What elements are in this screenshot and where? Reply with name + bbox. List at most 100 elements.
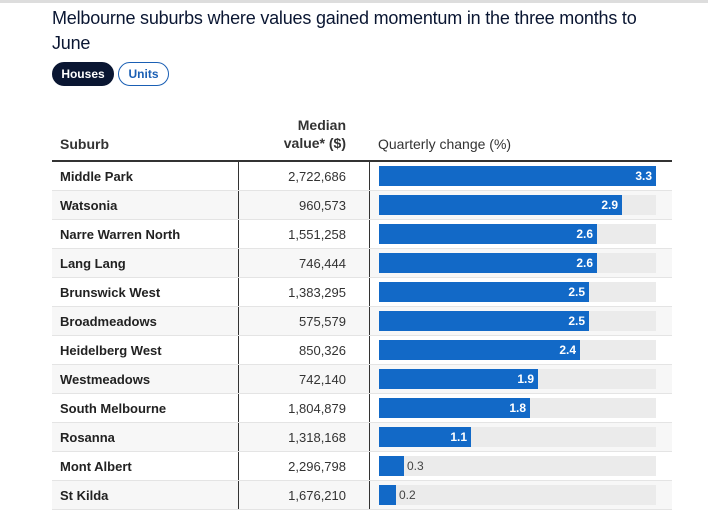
column-divider xyxy=(238,452,239,480)
column-divider xyxy=(369,249,370,277)
bar-value-label: 1.1 xyxy=(450,430,467,444)
bar-track: 0.3 xyxy=(379,456,656,476)
column-divider xyxy=(369,307,370,335)
bar-value-label: 0.2 xyxy=(399,488,416,502)
table-row: Watsonia 960,573 2.9 xyxy=(52,191,672,220)
bar xyxy=(379,398,530,418)
bar-value-label: 2.6 xyxy=(576,227,593,241)
bar-value-label: 0.3 xyxy=(407,459,424,473)
bar-value-label: 1.9 xyxy=(517,372,534,386)
table-row: South Melbourne 1,804,879 1.8 xyxy=(52,394,672,423)
table-row: Lang Lang 746,444 2.6 xyxy=(52,249,672,278)
column-divider xyxy=(369,481,370,509)
bar xyxy=(379,485,396,505)
suburb-cell: Watsonia xyxy=(60,198,118,213)
suburb-cell: Lang Lang xyxy=(60,256,126,271)
column-divider xyxy=(238,162,239,190)
column-divider xyxy=(238,394,239,422)
column-divider xyxy=(369,220,370,248)
table-body: Middle Park 2,722,686 3.3 Watsonia 960,573 2.… xyxy=(52,162,672,510)
bar xyxy=(379,340,580,360)
column-divider xyxy=(238,220,239,248)
table-row: St Kilda 1,676,210 0.2 xyxy=(52,481,672,510)
column-divider xyxy=(238,365,239,393)
suburb-cell: Narre Warren North xyxy=(60,227,181,242)
column-divider xyxy=(238,423,239,451)
column-divider xyxy=(369,365,370,393)
table-row: Rosanna 1,318,168 1.1 xyxy=(52,423,672,452)
column-divider xyxy=(369,278,370,306)
column-divider xyxy=(369,162,370,190)
bar-track: 2.6 xyxy=(379,224,656,244)
header-change: Quarterly change (%) xyxy=(378,136,512,152)
bar xyxy=(379,253,597,273)
median-cell: 742,140 xyxy=(299,372,346,387)
suburb-cell: Mont Albert xyxy=(60,459,132,474)
table-row: Narre Warren North 1,551,258 2.6 xyxy=(52,220,672,249)
column-divider xyxy=(369,394,370,422)
bar xyxy=(379,224,597,244)
bar xyxy=(379,369,538,389)
median-cell: 1,383,295 xyxy=(288,285,346,300)
chart-title: Melbourne suburbs where values gained mo… xyxy=(52,8,637,53)
median-cell: 1,676,210 xyxy=(288,488,346,503)
bar-track: 1.8 xyxy=(379,398,656,418)
median-cell: 1,318,168 xyxy=(288,430,346,445)
column-divider xyxy=(238,191,239,219)
houses-toggle[interactable]: Houses xyxy=(52,62,114,86)
table-header: Suburb Median value* ($) Quarterly chang… xyxy=(52,116,672,162)
suburb-cell: Heidelberg West xyxy=(60,343,162,358)
bar-track: 3.3 xyxy=(379,166,656,186)
bar-track: 2.9 xyxy=(379,195,656,215)
bar-track: 1.1 xyxy=(379,427,656,447)
column-divider xyxy=(369,423,370,451)
table-row: Middle Park 2,722,686 3.3 xyxy=(52,162,672,191)
table-row: Westmeadows 742,140 1.9 xyxy=(52,365,672,394)
suburb-cell: St Kilda xyxy=(60,488,109,503)
suburb-cell: Westmeadows xyxy=(60,372,151,387)
median-cell: 575,579 xyxy=(299,314,346,329)
bar-value-label: 2.4 xyxy=(559,343,576,357)
bar-track: 0.2 xyxy=(379,485,656,505)
column-divider xyxy=(238,278,239,306)
bar-track: 2.5 xyxy=(379,282,656,302)
bar-value-label: 2.9 xyxy=(601,198,618,212)
suburb-cell: Middle Park xyxy=(60,169,133,184)
column-divider xyxy=(238,307,239,335)
table-row: Broadmeadows 575,579 2.5 xyxy=(52,307,672,336)
header-median-text: Median value* ($) xyxy=(283,117,346,151)
table-row: Brunswick West 1,383,295 2.5 xyxy=(52,278,672,307)
median-cell: 2,722,686 xyxy=(288,169,346,184)
bar-value-label: 2.6 xyxy=(576,256,593,270)
median-cell: 1,804,879 xyxy=(288,401,346,416)
suburb-cell: South Melbourne xyxy=(60,401,167,416)
bar-value-label: 2.5 xyxy=(568,285,585,299)
bar-value-label: 3.3 xyxy=(635,169,652,183)
column-divider xyxy=(369,452,370,480)
bar-value-label: 1.8 xyxy=(509,401,526,415)
column-divider xyxy=(369,336,370,364)
bar xyxy=(379,311,589,331)
column-divider xyxy=(238,336,239,364)
table-row: Heidelberg West 850,326 2.4 xyxy=(52,336,672,365)
bar-value-label: 2.5 xyxy=(568,314,585,328)
column-divider xyxy=(369,191,370,219)
suburb-cell: Brunswick West xyxy=(60,285,161,300)
suburb-cell: Rosanna xyxy=(60,430,115,445)
table-row: Mont Albert 2,296,798 0.3 xyxy=(52,452,672,481)
bar-track: 1.9 xyxy=(379,369,656,389)
column-divider xyxy=(238,481,239,509)
bar xyxy=(379,166,656,186)
median-cell: 850,326 xyxy=(299,343,346,358)
median-cell: 2,296,798 xyxy=(288,459,346,474)
bar-track: 2.4 xyxy=(379,340,656,360)
median-cell: 1,551,258 xyxy=(288,227,346,242)
bar xyxy=(379,427,471,447)
median-cell: 960,573 xyxy=(299,198,346,213)
units-toggle[interactable]: Units xyxy=(118,62,169,86)
column-divider xyxy=(238,249,239,277)
header-median: Median value* ($) xyxy=(271,116,346,152)
suburb-cell: Broadmeadows xyxy=(60,314,157,329)
bar-track: 2.5 xyxy=(379,311,656,331)
